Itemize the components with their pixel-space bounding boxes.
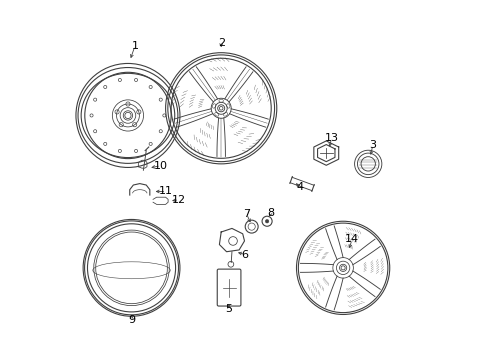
Text: 11: 11 — [159, 186, 173, 197]
Text: 14: 14 — [345, 234, 358, 244]
Circle shape — [340, 266, 345, 270]
Text: 2: 2 — [217, 38, 224, 48]
Text: 13: 13 — [324, 133, 338, 143]
Text: 5: 5 — [225, 304, 232, 314]
Circle shape — [265, 220, 268, 223]
Text: 1: 1 — [131, 41, 138, 50]
Text: 4: 4 — [296, 182, 303, 192]
Text: 3: 3 — [368, 140, 376, 150]
Circle shape — [124, 112, 131, 118]
Text: 12: 12 — [172, 195, 186, 205]
Circle shape — [219, 107, 223, 110]
Text: 9: 9 — [128, 315, 135, 325]
Text: 6: 6 — [241, 249, 248, 260]
Text: 7: 7 — [243, 209, 250, 219]
Text: 8: 8 — [266, 208, 274, 218]
Text: 10: 10 — [154, 161, 167, 171]
